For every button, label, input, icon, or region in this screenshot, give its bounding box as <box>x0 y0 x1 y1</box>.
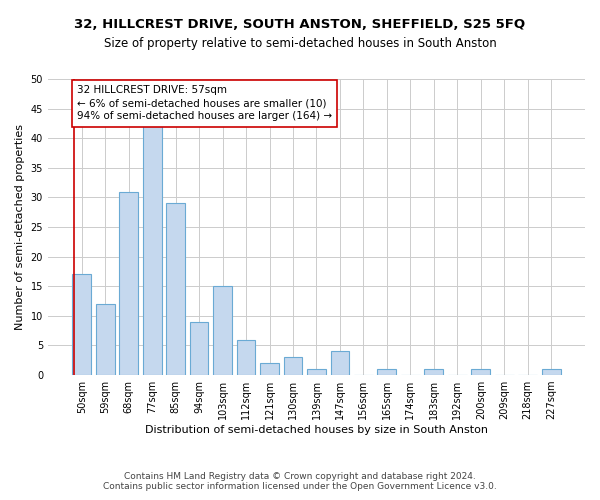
Text: Contains public sector information licensed under the Open Government Licence v3: Contains public sector information licen… <box>103 482 497 491</box>
Bar <box>424 369 443 375</box>
Text: Contains HM Land Registry data © Crown copyright and database right 2024.: Contains HM Land Registry data © Crown c… <box>124 472 476 481</box>
Bar <box>307 369 326 375</box>
Bar <box>190 322 208 375</box>
Bar <box>143 126 161 375</box>
Text: 32, HILLCREST DRIVE, SOUTH ANSTON, SHEFFIELD, S25 5FQ: 32, HILLCREST DRIVE, SOUTH ANSTON, SHEFF… <box>74 18 526 30</box>
Bar <box>236 340 256 375</box>
X-axis label: Distribution of semi-detached houses by size in South Anston: Distribution of semi-detached houses by … <box>145 425 488 435</box>
Bar <box>119 192 138 375</box>
Bar <box>260 363 279 375</box>
Text: 32 HILLCREST DRIVE: 57sqm
← 6% of semi-detached houses are smaller (10)
94% of s: 32 HILLCREST DRIVE: 57sqm ← 6% of semi-d… <box>77 85 332 122</box>
Text: Size of property relative to semi-detached houses in South Anston: Size of property relative to semi-detach… <box>104 38 496 51</box>
Bar <box>472 369 490 375</box>
Bar <box>166 204 185 375</box>
Bar <box>96 304 115 375</box>
Bar <box>377 369 396 375</box>
Y-axis label: Number of semi-detached properties: Number of semi-detached properties <box>15 124 25 330</box>
Bar <box>542 369 560 375</box>
Bar <box>331 352 349 375</box>
Bar <box>73 274 91 375</box>
Bar <box>284 358 302 375</box>
Bar <box>213 286 232 375</box>
